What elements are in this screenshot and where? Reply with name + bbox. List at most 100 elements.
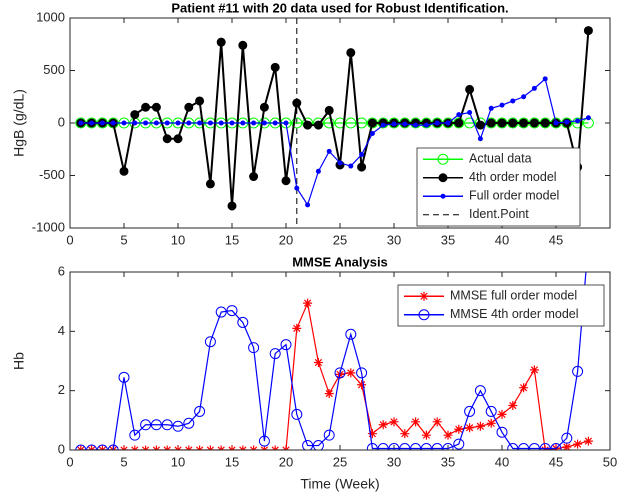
marker xyxy=(402,121,408,127)
marker xyxy=(508,401,518,410)
marker xyxy=(528,443,540,450)
marker xyxy=(583,436,593,446)
marker xyxy=(107,444,119,450)
legend-label: Full order model xyxy=(469,189,559,203)
marker xyxy=(388,443,400,450)
marker xyxy=(194,405,206,417)
x-tick-label: 40 xyxy=(495,232,509,247)
marker xyxy=(521,94,527,100)
marker xyxy=(270,62,280,72)
marker xyxy=(411,417,421,427)
marker xyxy=(195,96,205,106)
marker xyxy=(440,193,446,199)
marker xyxy=(172,420,184,432)
axes-box xyxy=(69,271,611,451)
marker xyxy=(445,120,451,126)
legend-label: 4th order model xyxy=(469,170,557,184)
marker xyxy=(519,383,529,393)
marker xyxy=(529,365,539,375)
marker xyxy=(583,26,593,36)
marker xyxy=(359,152,365,157)
y-tick-label: 4 xyxy=(58,323,65,338)
marker xyxy=(324,105,334,115)
x-tick-label: 30 xyxy=(387,232,401,247)
marker xyxy=(474,385,486,397)
marker xyxy=(121,120,127,126)
marker xyxy=(153,120,159,126)
legend-label: MMSE full order model xyxy=(450,289,577,303)
y-axis-label: Hb xyxy=(11,352,27,370)
marker xyxy=(292,323,302,333)
marker xyxy=(161,419,173,431)
marker xyxy=(443,430,453,440)
marker xyxy=(345,117,357,129)
marker xyxy=(291,117,303,129)
marker xyxy=(497,118,507,128)
marker xyxy=(561,432,573,444)
y-tick-label: 0 xyxy=(58,114,65,129)
marker xyxy=(303,120,313,130)
marker xyxy=(313,357,323,367)
marker xyxy=(357,162,367,172)
marker xyxy=(141,102,151,112)
marker xyxy=(454,118,464,128)
marker xyxy=(539,443,551,450)
marker xyxy=(380,122,386,128)
marker xyxy=(367,429,377,439)
marker xyxy=(132,120,138,126)
marker xyxy=(215,306,227,318)
x-tick-label: 10 xyxy=(171,454,185,469)
legend: MMSE full order model MMSE 4th order mode… xyxy=(397,284,605,327)
marker xyxy=(431,443,443,450)
marker xyxy=(437,153,449,165)
marker xyxy=(510,98,516,104)
marker xyxy=(497,409,507,419)
marker xyxy=(345,328,357,340)
legend-label: Actual data xyxy=(469,152,532,166)
marker xyxy=(562,442,572,450)
marker xyxy=(294,185,300,191)
marker xyxy=(140,419,152,431)
marker xyxy=(238,40,248,50)
marker xyxy=(572,117,584,129)
marker xyxy=(399,443,411,450)
x-tick-label: 5 xyxy=(120,232,127,247)
marker xyxy=(292,98,302,108)
x-tick-label: 10 xyxy=(171,232,185,247)
marker xyxy=(151,102,161,112)
marker xyxy=(575,118,581,124)
marker xyxy=(418,309,430,321)
marker xyxy=(261,120,267,126)
marker xyxy=(269,348,281,360)
marker xyxy=(197,120,203,126)
marker xyxy=(499,102,505,108)
marker xyxy=(464,405,476,417)
x-tick-label: 25 xyxy=(333,454,347,469)
marker xyxy=(164,120,170,126)
marker xyxy=(173,134,183,144)
marker xyxy=(454,424,464,434)
marker xyxy=(519,118,529,128)
marker xyxy=(550,443,562,450)
marker xyxy=(356,367,368,379)
marker xyxy=(240,120,246,126)
marker xyxy=(421,430,431,440)
x-tick-label: 5 xyxy=(120,454,127,469)
x-tick-label: 20 xyxy=(279,454,293,469)
marker xyxy=(315,168,321,174)
marker xyxy=(467,110,473,115)
marker xyxy=(413,122,419,128)
y-tick-label: 2 xyxy=(58,382,65,397)
marker xyxy=(366,443,378,450)
marker xyxy=(326,148,332,154)
y-tick-label: 6 xyxy=(58,263,65,278)
x-tick-label: 15 xyxy=(225,232,239,247)
legend-box xyxy=(416,147,581,227)
x-tick-label: 40 xyxy=(495,454,509,469)
marker xyxy=(434,120,440,126)
marker xyxy=(302,440,314,450)
marker xyxy=(346,368,356,378)
y-tick-label: -1000 xyxy=(32,219,65,234)
marker xyxy=(75,444,87,450)
marker xyxy=(183,417,195,429)
